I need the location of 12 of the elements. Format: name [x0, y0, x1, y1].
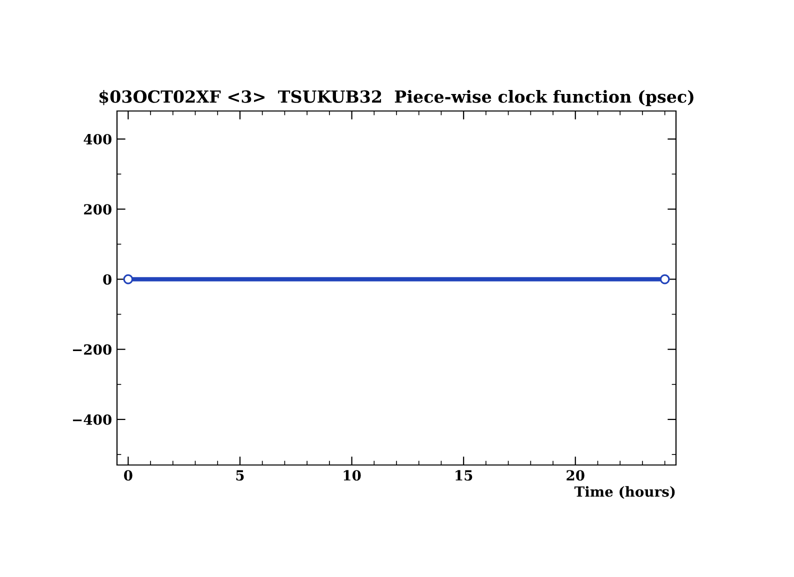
x-tick-label: 20: [566, 470, 584, 481]
x-axis-title: Time (hours): [574, 486, 675, 499]
y-tick-label: −200: [72, 344, 112, 355]
x-tick-label: 10: [344, 470, 361, 481]
x-tick-label: 5: [236, 470, 244, 481]
y-tick-label: −400: [72, 414, 112, 425]
y-tick-label: 0: [103, 274, 112, 285]
y-tick-label: 400: [84, 134, 112, 145]
x-tick-label: 0: [124, 470, 132, 481]
y-tick-label: 200: [84, 204, 112, 215]
chart-title: $03OCT02XF <3> TSUKUB32 Piece-wise clock function (psec): [99, 90, 694, 106]
x-tick-label: 15: [456, 470, 472, 481]
